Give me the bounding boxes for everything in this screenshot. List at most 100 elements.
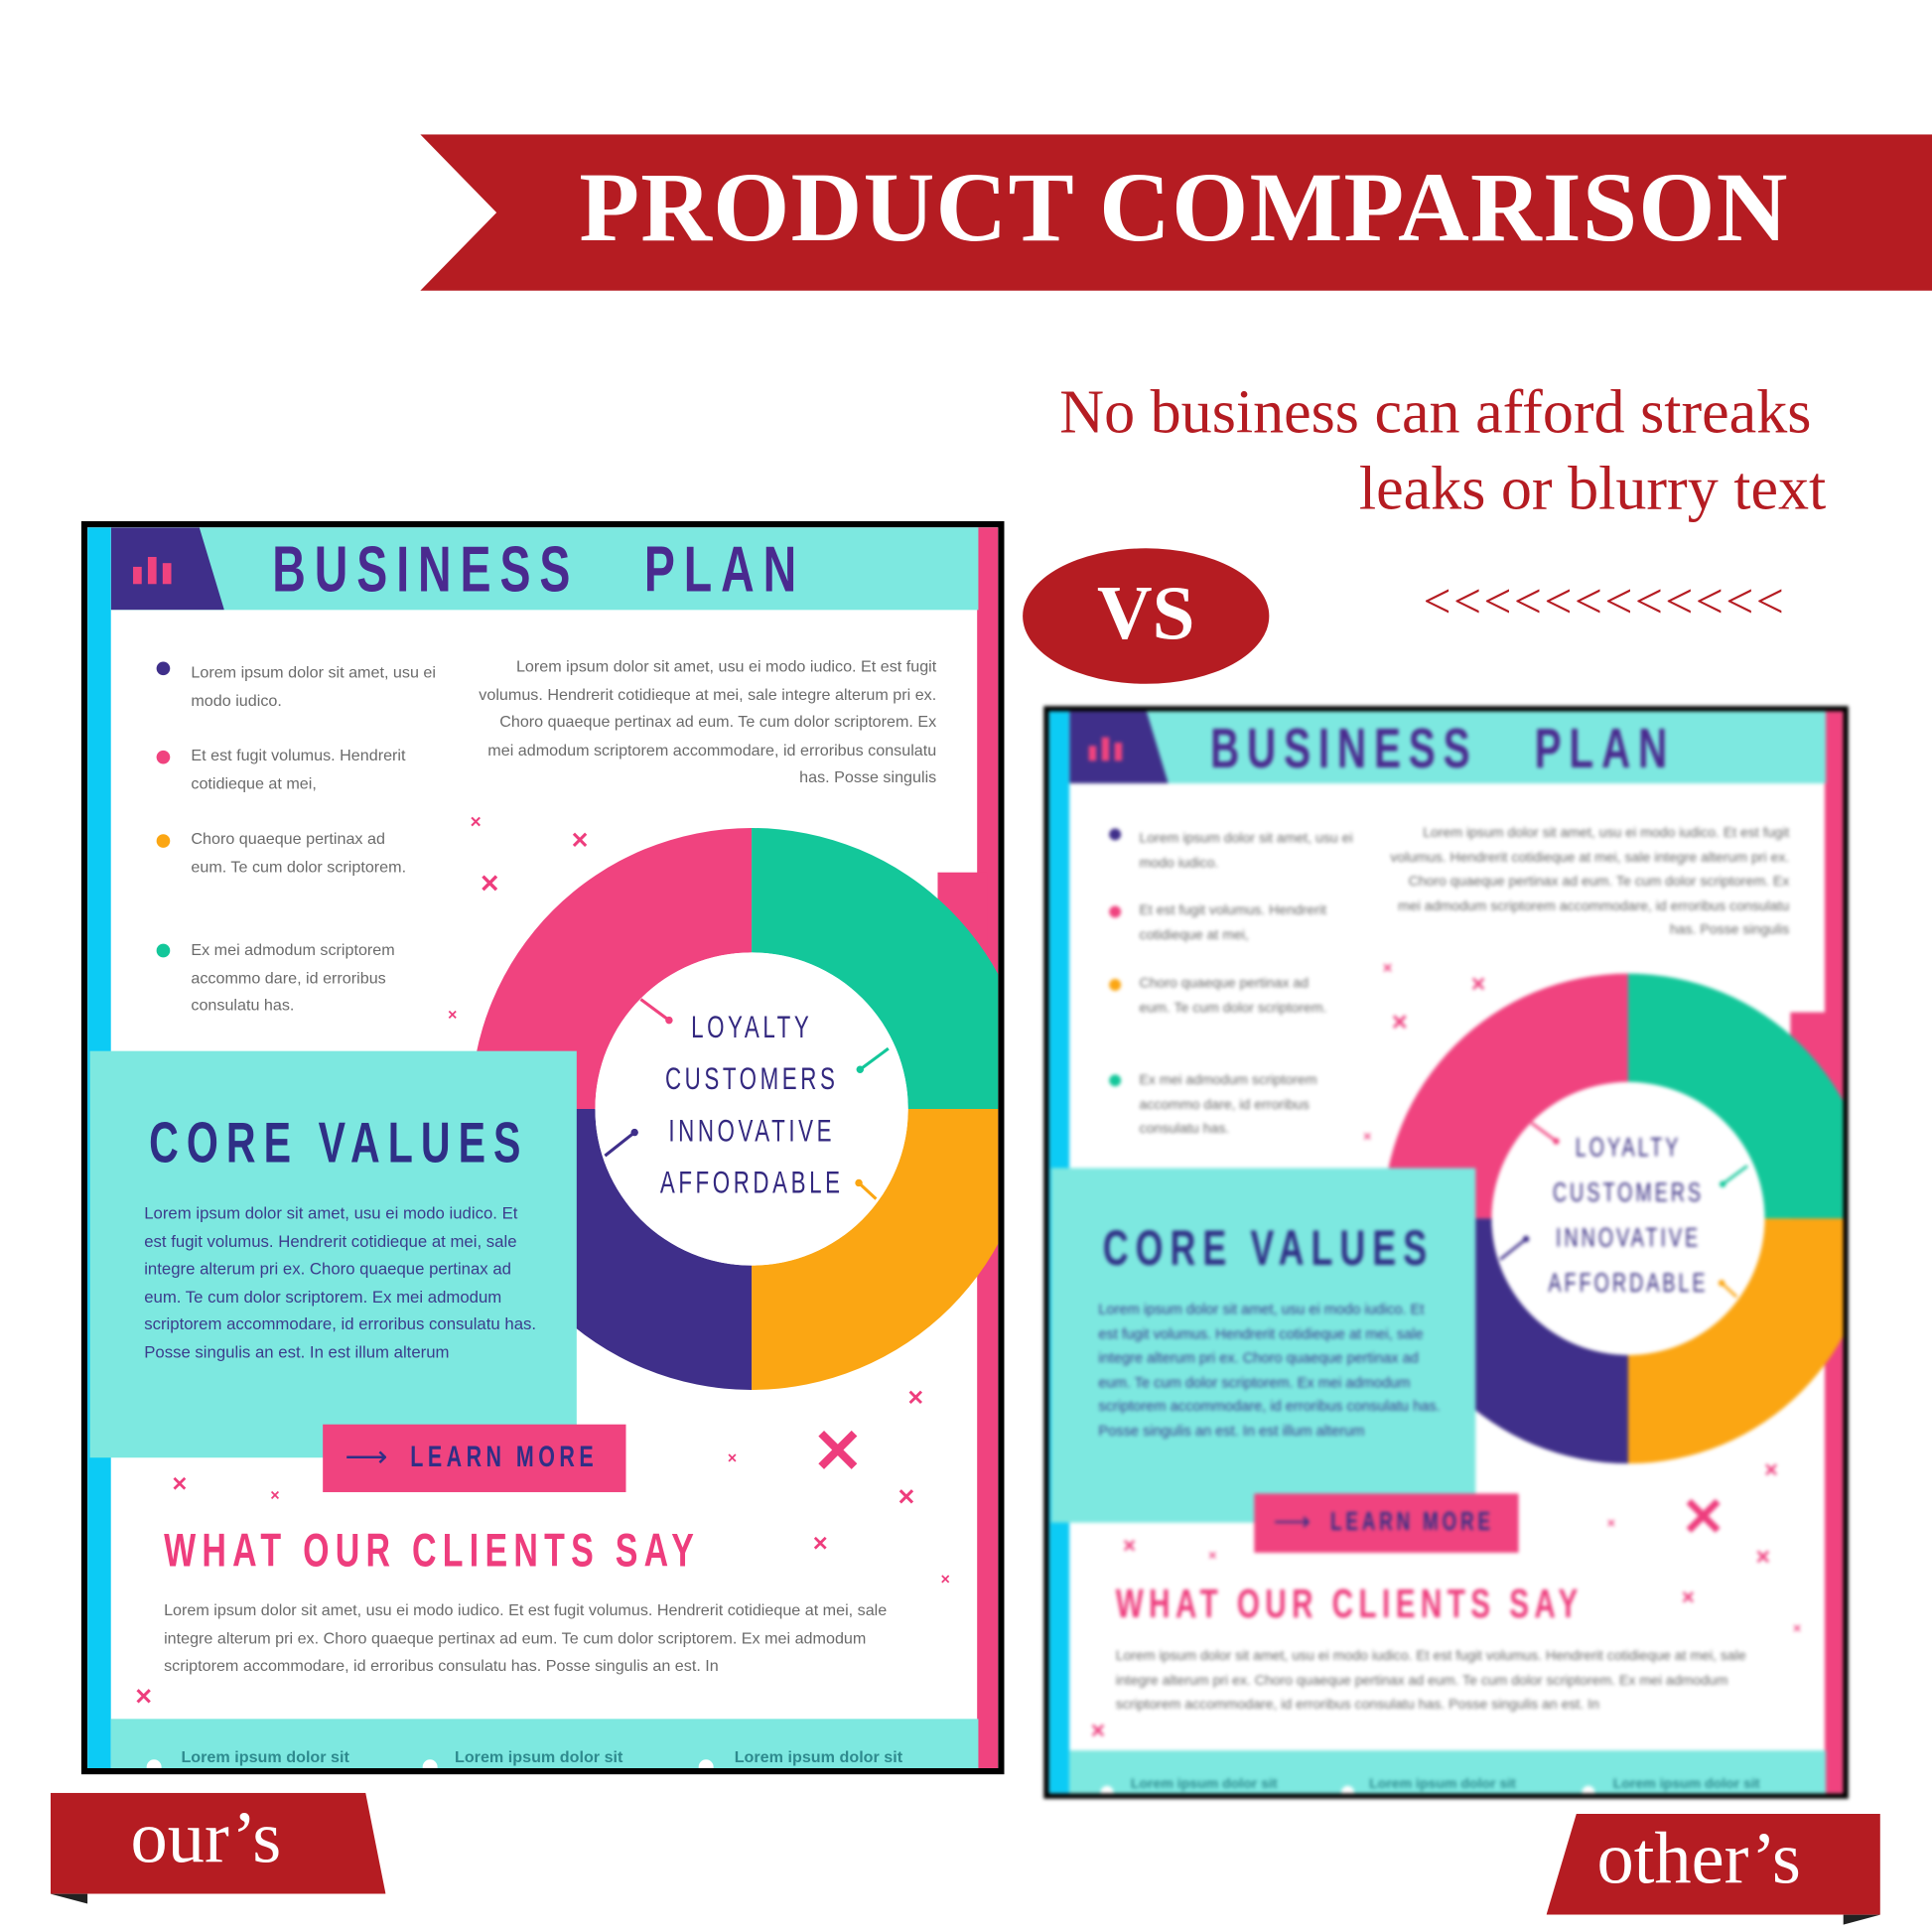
- core-values-title-text: CORE VALUES: [149, 1110, 529, 1174]
- card-ours: BUSINESS PLAN Lorem ipsum dolor sit amet…: [80, 520, 1005, 1775]
- vs-label: VS: [1097, 571, 1195, 656]
- donut-segment-green: [1627, 973, 1844, 1219]
- label-innovative: INNOVATIVE: [668, 1113, 836, 1149]
- intro-paragraph: Lorem ipsum dolor sit amet, usu ei modo …: [479, 656, 937, 786]
- bullet-text: Choro quaeque pertinax ad eum. Te cum do…: [1139, 974, 1327, 1016]
- card-footer: [110, 1719, 979, 1768]
- connector-innovative: [1499, 1237, 1527, 1261]
- footer-dot: [146, 1759, 162, 1768]
- bullet-text: Et est fugit volumus. Hendrerit cotidieq…: [191, 745, 406, 792]
- footer-dot: [698, 1759, 714, 1768]
- x-mark-icon: ✕: [727, 1452, 738, 1466]
- bullet-dot: [1109, 905, 1122, 918]
- others-label: other’s: [1596, 1817, 1801, 1899]
- donut-center: [595, 952, 908, 1266]
- page-title: PRODUCT COMPARISON: [579, 154, 1789, 263]
- footer-dot: [422, 1759, 438, 1768]
- x-mark-icon: ✕: [171, 1474, 189, 1496]
- bullet-text: Lorem ipsum dolor sit amet, usu ei modo …: [1139, 829, 1353, 871]
- x-mark-icon: ✕: [1122, 1537, 1137, 1557]
- x-mark-icon: ✕: [1763, 1459, 1779, 1481]
- learn-more-button[interactable]: ⟶ LEARN MORE: [323, 1424, 626, 1492]
- x-mark-icon: ✕: [1680, 1588, 1696, 1608]
- footer-item[interactable]: Lorem ipsum dolor sit: [734, 1746, 903, 1766]
- subtitle-line-2: leaks or blurry text: [1358, 453, 1827, 523]
- footer-item[interactable]: Lorem ipsum dolor sit: [454, 1746, 623, 1766]
- bar-chart-icon: [1088, 735, 1132, 761]
- bullet-text: Ex mei admodum scriptorem accommo dare, …: [191, 939, 395, 1015]
- title-banner: [420, 134, 1932, 291]
- learn-more-text: LEARN MORE: [410, 1440, 599, 1474]
- x-mark-icon: ✕: [939, 1573, 951, 1587]
- bullet-dot: [1109, 828, 1122, 841]
- label-loyalty: LOYALTY: [1575, 1132, 1682, 1164]
- card-header: [1069, 711, 1827, 784]
- core-values-title: CORE VALUES: [149, 1109, 676, 1175]
- learn-more-label: LEARN MORE: [1330, 1508, 1558, 1538]
- arrows-decoration: <<<<<<<<<<<<: [1423, 573, 1787, 628]
- connector-customers: [859, 1046, 890, 1071]
- x-mark-icon: ✕: [1390, 1011, 1409, 1035]
- bullet-dot: [156, 943, 171, 958]
- donut-segment-green: [752, 828, 999, 1109]
- clients-title-text: WHAT OUR CLIENTS SAY: [1115, 1582, 1584, 1627]
- core-values-box: [89, 1050, 577, 1458]
- connector-loyalty: [639, 998, 670, 1022]
- x-mark-icon: ✕: [897, 1484, 916, 1510]
- bullet-dot: [1109, 1074, 1122, 1087]
- vs-badge: [1023, 548, 1270, 684]
- ours-label: our’s: [130, 1796, 282, 1878]
- clients-title-text: WHAT OUR CLIENTS SAY: [164, 1525, 701, 1578]
- bullet-dot: [156, 834, 171, 848]
- footer-item[interactable]: Lorem ipsum dolor sit: [1130, 1774, 1278, 1792]
- arrow-right-icon: ⟶: [345, 1440, 388, 1474]
- x-mark-icon: ✕: [1207, 1550, 1217, 1563]
- bullet-text: Et est fugit volumus. Hendrerit cotidieq…: [1139, 901, 1326, 942]
- donut-segment-orange: [1627, 1218, 1844, 1464]
- card-header: [110, 527, 979, 611]
- label-affordable: AFFORDABLE: [1548, 1268, 1709, 1299]
- x-mark-icon: ✕: [1754, 1546, 1771, 1569]
- arrow-right-icon: ⟶: [1273, 1507, 1311, 1537]
- label-customers: CUSTOMERS: [664, 1061, 839, 1097]
- clients-title: WHAT OUR CLIENTS SAY: [1116, 1582, 1765, 1628]
- bullet-text: Choro quaeque pertinax ad eum. Te cum do…: [191, 829, 407, 876]
- footer-item[interactable]: Lorem ipsum dolor sit: [1612, 1774, 1760, 1792]
- learn-more-button[interactable]: ⟶ LEARN MORE: [1254, 1493, 1519, 1553]
- connector-affordable: [857, 1181, 878, 1200]
- connector-innovative: [604, 1131, 636, 1158]
- clients-text: Lorem ipsum dolor sit amet, usu ei modo …: [164, 1600, 888, 1675]
- donut-segment-pink: [1383, 973, 1628, 1219]
- clients-title: WHAT OUR CLIENTS SAY: [164, 1525, 908, 1578]
- x-mark-icon: ✕: [570, 828, 590, 853]
- donut-segment-orange: [752, 1108, 999, 1390]
- core-values-title-text: CORE VALUES: [1102, 1219, 1435, 1276]
- donut-center: [1491, 1081, 1765, 1355]
- clients-text: Lorem ipsum dolor sit amet, usu ei modo …: [1115, 1647, 1746, 1713]
- others-fold: [1843, 1914, 1880, 1925]
- x-mark-icon: ✕: [811, 1534, 829, 1556]
- x-mark-icon: ✕: [447, 1009, 458, 1024]
- x-mark-icon: ✕: [269, 1489, 281, 1504]
- intro-paragraph: Lorem ipsum dolor sit amet, usu ei modo …: [1390, 824, 1790, 937]
- others-tag: [1546, 1813, 1880, 1915]
- footer-item[interactable]: Lorem ipsum dolor sit: [181, 1746, 349, 1766]
- footer-item[interactable]: Lorem ipsum dolor sit: [1369, 1774, 1516, 1792]
- bullet-dot: [156, 661, 171, 676]
- x-mark-icon: ✕: [1362, 1131, 1372, 1144]
- label-customers: CUSTOMERS: [1552, 1177, 1705, 1208]
- subtitle-line-1: No business can afford streaks: [1059, 376, 1812, 447]
- card-others: BUSINESS PLAN Lorem ipsum dolor sit amet…: [1043, 706, 1849, 1799]
- core-values-text: Lorem ipsum dolor sit amet, usu ei modo …: [1098, 1301, 1441, 1439]
- ours-fold: [50, 1893, 88, 1904]
- bar-chart-icon: [133, 554, 183, 585]
- card-title: BUSINESS PLAN: [272, 533, 998, 607]
- bullet-text: Lorem ipsum dolor sit amet, usu ei modo …: [191, 662, 436, 710]
- x-mark-icon: ✕: [134, 1684, 154, 1710]
- x-mark-icon: ✕: [811, 1417, 864, 1486]
- connector-customers: [1722, 1165, 1748, 1185]
- connector-affordable: [1721, 1282, 1738, 1299]
- footer-dot: [1100, 1785, 1114, 1794]
- x-mark-icon: ✕: [906, 1386, 925, 1410]
- core-values-box: [1050, 1168, 1476, 1523]
